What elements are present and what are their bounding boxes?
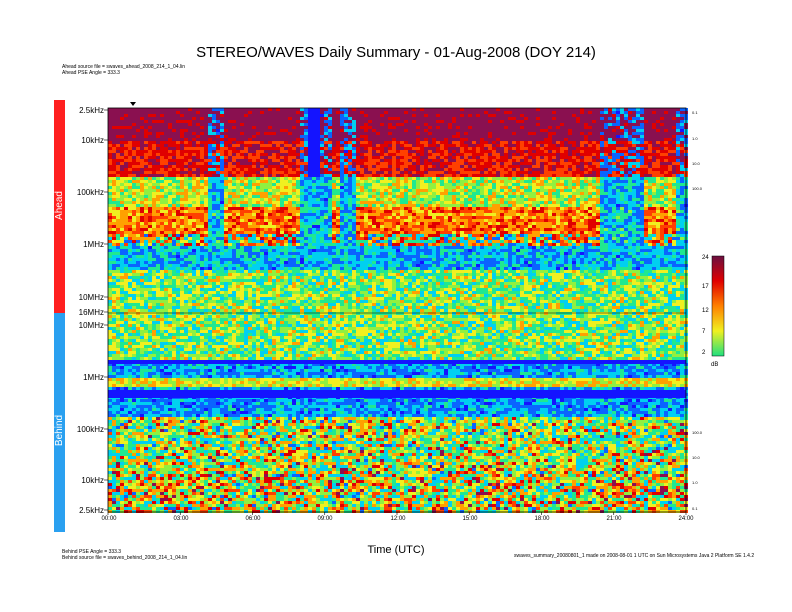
header-meta: Ahead source file = swaves_ahead_2008_21… [62, 64, 185, 76]
x-tick-label: 12:00 [390, 516, 406, 522]
x-tick-label: 15:00 [462, 516, 478, 522]
colorbar [711, 255, 725, 357]
x-tick-label: 21:00 [606, 516, 622, 522]
colorbar-unit: dB [711, 362, 719, 368]
marker-icon [130, 102, 136, 106]
behind-pse-angle: Behind PSE Angle = 333.3 [62, 549, 122, 555]
y-tick-label: 10kHz [81, 136, 104, 145]
behind-bar [54, 313, 65, 532]
footer-credit: swaves_summary_20080801_1 made on 2008-0… [514, 553, 755, 559]
ahead-pse-angle: Ahead PSE Angle = 333.3 [62, 70, 120, 76]
right-tick-label: 10.0 [692, 161, 700, 166]
y-tick-label: 10MHz [78, 321, 104, 330]
x-tick-label: 00:00 [101, 516, 117, 522]
right-tick-label: 0.1 [692, 506, 698, 511]
right-tick-label: 1.0 [692, 136, 698, 141]
x-tick-label: 24:00 [678, 516, 694, 522]
colorbar-tick: 12 [702, 308, 709, 314]
colorbar-tick: 2 [702, 350, 706, 356]
y-tick-label: 10kHz [81, 476, 104, 485]
y-tick-label: 10MHz [78, 293, 104, 302]
x-tick-label: 06:00 [245, 516, 261, 522]
y-tick-label: 100kHz [76, 188, 104, 197]
colorbar-tick: 7 [702, 329, 706, 335]
band-line [108, 390, 686, 398]
x-tick-label: 18:00 [534, 516, 550, 522]
y-tick-label: 1MHz [83, 373, 104, 382]
x-tick-label: 09:00 [317, 516, 333, 522]
y-tick-label: 1MHz [83, 240, 104, 249]
ahead-source-file: Ahead source file = swaves_ahead_2008_21… [62, 64, 186, 70]
spectrogram-cells [108, 108, 688, 513]
y-tick-label: 16MHz [78, 308, 104, 317]
ahead-bar [54, 100, 65, 313]
right-tick-label: 0.1 [692, 110, 698, 115]
footer-meta: Behind PSE Angle = 333.3 Behind source f… [62, 549, 187, 561]
y-tick-label: 2.5kHz [79, 106, 104, 115]
x-tick-label: 03:00 [173, 516, 189, 522]
behind-source-file: Behind source file = swaves_behind_2008_… [62, 555, 188, 561]
y-tick-label: 100kHz [76, 425, 104, 434]
x-axis-title: Time (UTC) [367, 544, 425, 556]
right-tick-label: 100.0 [692, 430, 703, 435]
plot-title: STEREO/WAVES Daily Summary - 01-Aug-2008… [196, 44, 596, 61]
right-tick-label: 100.0 [692, 186, 703, 191]
right-tick-label: 1.0 [692, 480, 698, 485]
right-tick-label: 10.0 [692, 455, 700, 460]
colorbar-tick: 17 [702, 284, 709, 290]
y-tick-label: 2.5kHz [79, 506, 104, 515]
colorbar-tick: 24 [702, 255, 709, 261]
band-line [108, 360, 686, 364]
